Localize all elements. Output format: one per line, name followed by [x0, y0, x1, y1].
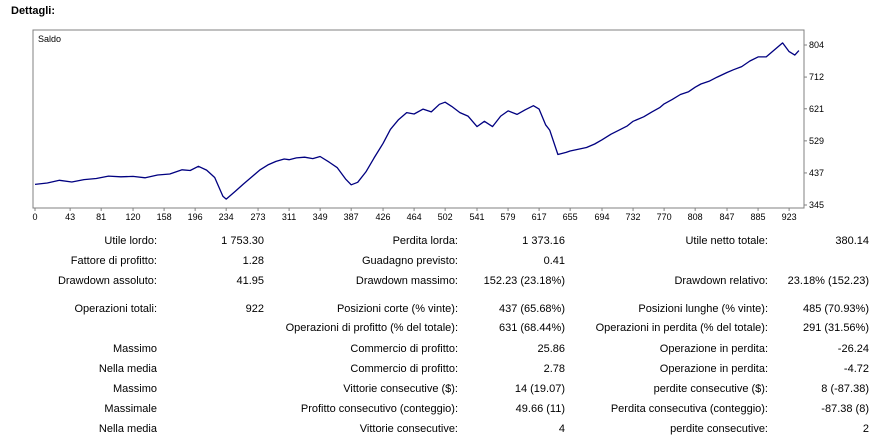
short-positions-label: Posizioni corte (% vinte): — [336, 303, 458, 315]
average-profit-trade-value: 2.78 — [543, 363, 565, 375]
average-loss-trade-value: -4.72 — [843, 363, 869, 375]
plot-area — [32, 29, 805, 209]
average-consecutive-wins-value: 4 — [558, 423, 565, 435]
maximum-label: Massimo — [112, 383, 157, 395]
maximal-consecutive-profit-label: Profitto consecutivo (conteggio): — [300, 403, 458, 415]
y-tick-label: 437 — [809, 168, 824, 178]
profit-factor-value: 1.28 — [242, 255, 264, 267]
x-tick-label: 311 — [282, 212, 296, 222]
net-profit-label: Utile netto totale: — [685, 235, 768, 247]
max-consecutive-wins-label: Vittorie consecutive ($): — [343, 383, 458, 395]
x-tick-label: 158 — [157, 212, 172, 222]
maximal-drawdown-label: Drawdown massimo: — [355, 275, 458, 287]
largest-loss-trade-label: Operazione in perdita: — [659, 343, 768, 355]
gross-loss-label: Perdita lorda: — [392, 235, 458, 247]
long-positions-label: Posizioni lunghe (% vinte): — [638, 303, 768, 315]
x-tick-label: 885 — [751, 212, 766, 222]
relative-drawdown-value: 23.18% (152.23) — [787, 275, 869, 287]
balance-series-line — [34, 42, 800, 200]
x-tick-label: 0 — [32, 212, 37, 222]
long-positions-value: 485 (70.93%) — [802, 303, 869, 315]
profit-trades-label: Operazioni di profitto (% del totale): — [285, 322, 458, 334]
average-label-2: Nella media — [98, 423, 157, 435]
x-tick-label: 847 — [720, 212, 735, 222]
x-tick-label: 770 — [657, 212, 672, 222]
absolute-drawdown-label: Drawdown assoluto: — [57, 275, 157, 287]
x-tick-label: 387 — [344, 212, 359, 222]
maximal-consecutive-loss-value: -87.38 (8) — [821, 403, 869, 415]
section-title: Dettagli: — [11, 5, 55, 17]
average-label: Nella media — [98, 363, 157, 375]
x-tick-label: 464 — [407, 212, 422, 222]
largest-label: Massimo — [112, 343, 157, 355]
total-trades-label: Operazioni totali: — [74, 303, 157, 315]
y-tick-label: 621 — [809, 104, 824, 114]
profit-factor-label: Fattore di profitto: — [70, 255, 157, 267]
x-tick-label: 273 — [251, 212, 266, 222]
loss-trades-label: Operazioni in perdita (% del totale): — [595, 322, 768, 334]
loss-trades-value: 291 (31.56%) — [802, 322, 869, 334]
max-consecutive-losses-value: 8 (-87.38) — [821, 383, 869, 395]
x-tick-label: 541 — [469, 212, 484, 222]
maximal-drawdown-value: 152.23 (23.18%) — [483, 275, 565, 287]
balance-chart: Saldo 0 43 81 120 158 196 234 273 311 349 387 426 46… — [32, 29, 824, 222]
chart-title: Saldo — [38, 34, 61, 44]
x-tick-label: 349 — [313, 212, 328, 222]
relative-drawdown-label: Drawdown relativo: — [674, 275, 768, 287]
x-tick-label: 196 — [188, 212, 203, 222]
profit-trades-value: 631 (68.44%) — [498, 322, 565, 334]
x-tick-label: 617 — [532, 212, 547, 222]
y-tick-label: 804 — [809, 40, 824, 50]
x-tick-label: 502 — [438, 212, 453, 222]
maximal-label: Massimale — [104, 403, 157, 415]
total-trades-value: 922 — [245, 303, 264, 315]
x-tick-label: 120 — [126, 212, 141, 222]
expected-payoff-label: Guadagno previsto: — [361, 255, 458, 267]
absolute-drawdown-value: 41.95 — [236, 275, 264, 287]
x-tick-label: 234 — [219, 212, 234, 222]
largest-loss-trade-value: -26.24 — [837, 343, 869, 355]
expected-payoff-value: 0.41 — [543, 255, 565, 267]
max-consecutive-wins-value: 14 (19.07) — [514, 383, 565, 395]
x-tick-label: 579 — [501, 212, 516, 222]
y-tick-label: 712 — [809, 72, 824, 82]
gross-loss-value: 1 373.16 — [522, 235, 565, 247]
short-positions-value: 437 (65.68%) — [498, 303, 565, 315]
y-tick-label: 345 — [809, 200, 824, 210]
largest-profit-trade-label: Commercio di profitto: — [350, 343, 458, 355]
x-tick-label: 426 — [376, 212, 391, 222]
average-consecutive-losses-label: perdite consecutive: — [670, 423, 768, 435]
y-tick-label: 529 — [809, 136, 824, 146]
x-tick-label: 923 — [782, 212, 797, 222]
x-tick-label: 81 — [96, 212, 106, 222]
series-layer — [34, 42, 800, 200]
gross-profit-label: Utile lordo: — [104, 235, 157, 247]
net-profit-value: 380.14 — [835, 235, 869, 247]
y-axis: 345 437 529 621 712 804 — [804, 40, 824, 210]
x-tick-label: 808 — [688, 212, 703, 222]
average-consecutive-losses-value: 2 — [862, 423, 869, 435]
x-tick-label: 43 — [65, 212, 75, 222]
largest-profit-trade-value: 25.86 — [537, 343, 565, 355]
maximal-consecutive-loss-label: Perdita consecutiva (conteggio): — [610, 403, 768, 415]
x-tick-label: 655 — [563, 212, 578, 222]
maximal-consecutive-profit-value: 49.66 (11) — [515, 403, 565, 415]
gross-profit-value: 1 753.30 — [221, 235, 264, 247]
average-loss-trade-label: Operazione in perdita: — [659, 363, 768, 375]
max-consecutive-losses-label: perdite consecutive ($): — [653, 383, 768, 395]
x-tick-label: 732 — [626, 212, 641, 222]
average-consecutive-wins-label: Vittorie consecutive: — [359, 423, 458, 435]
x-tick-label: 694 — [594, 212, 609, 222]
average-profit-trade-label: Commercio di profitto: — [350, 363, 458, 375]
x-axis: 0 43 81 120 158 196 234 273 311 349 387 426 464 502 54… — [32, 208, 797, 222]
